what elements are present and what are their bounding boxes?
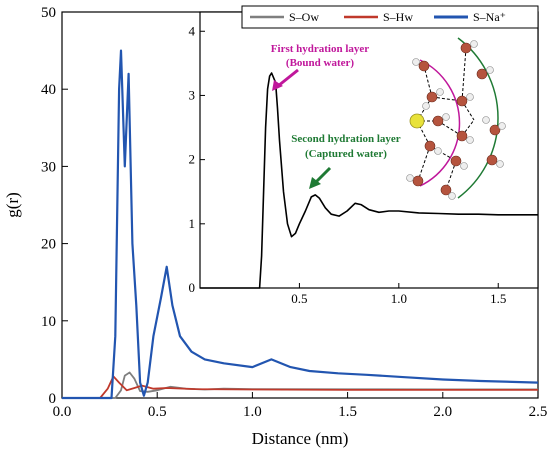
inset-y-tick-label: 3 — [189, 87, 196, 102]
x-tick-label: 2.5 — [529, 404, 548, 420]
x-tick-label: 2.0 — [433, 404, 452, 420]
annotation-first-hydration-layer: First hydration layer (Bound water) — [271, 43, 369, 91]
inset-y-tick-label: 1 — [189, 216, 196, 231]
inset-y-tick-label: 4 — [189, 23, 196, 38]
legend-label-s-ow: S–Ow — [289, 10, 319, 24]
inset-x-tick-label: 0.5 — [291, 291, 307, 306]
y-tick-label: 30 — [41, 159, 56, 175]
annotation-first-arrowhead — [272, 80, 283, 91]
inner-shell-arc — [419, 59, 461, 187]
x-tick-label: 1.0 — [243, 404, 262, 420]
hydration-shell-illustration — [406, 37, 506, 200]
inset-series-line — [200, 72, 538, 289]
inset-x-tick-label: 1.5 — [490, 291, 506, 306]
y-tick-label: 40 — [41, 82, 56, 98]
sulfur-atom — [409, 113, 425, 129]
x-tick-label: 0.0 — [53, 404, 72, 420]
annotation-first-arrow — [277, 68, 299, 88]
inset-y-tick-label: 2 — [189, 152, 196, 167]
legend-label-s-na: S–Na⁺ — [473, 10, 506, 24]
y-tick-label: 0 — [49, 391, 57, 407]
main-series-lines — [62, 49, 539, 400]
inset-axis-ticks: 0.5 1.0 1.5 0 1 2 3 4 — [189, 23, 507, 306]
inset-series-line-s-ow — [200, 72, 538, 289]
y-tick-label: 50 — [41, 5, 56, 21]
inset-y-tick-label: 0 — [189, 280, 196, 295]
annotation-second-arrowhead — [309, 177, 321, 189]
annotation-second-hydration-layer: Second hydration layer (Captured water) — [291, 133, 401, 189]
annotation-second-line2: (Captured water) — [305, 148, 387, 160]
inset-x-tick-label: 1.0 — [391, 291, 407, 306]
annotation-second-line1: Second hydration layer — [291, 133, 401, 145]
y-tick-label: 10 — [41, 314, 56, 330]
series-line-s-ow — [62, 371, 538, 399]
series-line-s-na- — [62, 49, 539, 400]
x-axis-label: Distance (nm) — [252, 429, 349, 448]
legend-box — [241, 5, 539, 29]
x-tick-label: 1.5 — [338, 404, 357, 420]
legend: S–Ow S–Hw S–Na⁺ — [241, 5, 539, 29]
outer-shell-arc — [457, 37, 499, 199]
annotation-first-line1: First hydration layer — [271, 43, 369, 55]
y-axis-label: g(r) — [3, 192, 22, 217]
water-hydrogen-atoms — [406, 40, 506, 200]
annotation-second-arrow — [314, 166, 332, 184]
annotation-first-line2: (Bound water) — [286, 57, 354, 69]
water-oxygen-atoms — [412, 42, 501, 196]
y-tick-label: 20 — [41, 237, 56, 253]
x-tick-label: 0.5 — [148, 404, 167, 420]
legend-label-s-hw: S–Hw — [383, 10, 413, 24]
inset-background — [200, 12, 538, 288]
